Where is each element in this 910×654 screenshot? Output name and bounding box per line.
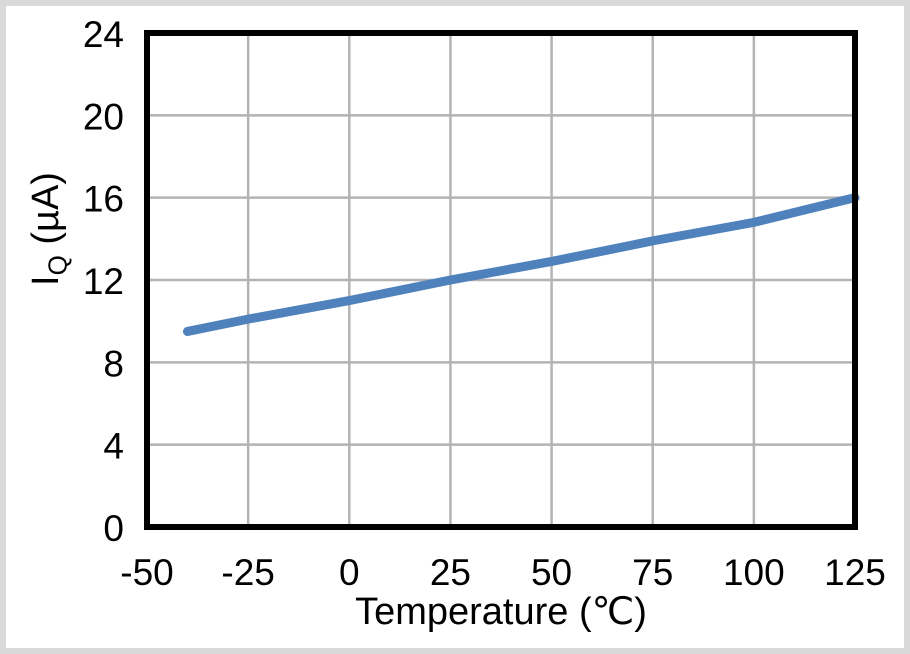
y-axis-title: IQ (µA)	[25, 172, 73, 286]
y-axis-title-unit: (µA)	[25, 172, 68, 256]
y-tick-label: 16	[83, 179, 124, 220]
y-tick-label: 20	[83, 96, 124, 137]
x-tick-label: 75	[632, 552, 673, 593]
x-tick-label: 125	[824, 552, 886, 593]
y-tick-label: 0	[103, 508, 124, 549]
x-tick-label: 100	[723, 552, 785, 593]
x-tick-label: 50	[531, 552, 572, 593]
y-tick-label: 8	[103, 343, 124, 384]
x-tick-label: 0	[339, 552, 360, 593]
y-axis-title-subscript: Q	[42, 255, 73, 276]
x-tick-label: -50	[120, 552, 173, 593]
x-tick-label: 25	[430, 552, 471, 593]
y-tick-label: 24	[83, 14, 124, 55]
plot-border	[144, 30, 858, 530]
x-axis-title: Temperature (℃)	[355, 591, 647, 634]
plot-area: 0 4 8 12 16 20 24 -50 -25 0 25 50 75 100 125	[83, 14, 886, 593]
y-tick-label: 4	[103, 426, 124, 467]
data-series-line	[182, 193, 860, 336]
y-tick-label: 12	[83, 261, 124, 302]
x-tick-label: -25	[221, 552, 274, 593]
y-axis-title-base: I	[25, 275, 68, 286]
